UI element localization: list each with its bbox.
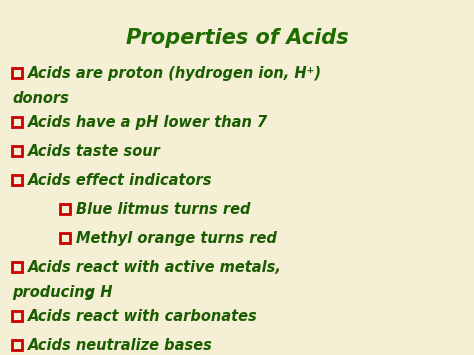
Text: Methyl orange turns red: Methyl orange turns red xyxy=(76,231,277,246)
Bar xyxy=(12,262,22,272)
Bar xyxy=(12,68,22,78)
Bar xyxy=(12,117,22,127)
Text: Acids react with active metals,: Acids react with active metals, xyxy=(28,260,282,275)
Bar xyxy=(12,340,22,350)
Text: Blue litmus turns red: Blue litmus turns red xyxy=(76,202,250,217)
Text: Properties of Acids: Properties of Acids xyxy=(126,28,348,48)
Text: producing H: producing H xyxy=(12,285,112,300)
Text: Acids are proton (hydrogen ion, H⁺): Acids are proton (hydrogen ion, H⁺) xyxy=(28,66,322,81)
Bar xyxy=(12,311,22,321)
Bar xyxy=(12,146,22,156)
Bar xyxy=(12,175,22,185)
Text: Acids react with carbonates: Acids react with carbonates xyxy=(28,309,258,324)
Text: Acids have a pH lower than 7: Acids have a pH lower than 7 xyxy=(28,115,268,130)
Text: Acids taste sour: Acids taste sour xyxy=(28,144,161,159)
Text: donors: donors xyxy=(12,91,69,106)
Text: 2: 2 xyxy=(87,290,94,300)
Bar xyxy=(60,204,70,214)
Text: Acids neutralize bases: Acids neutralize bases xyxy=(28,338,213,353)
Text: Acids effect indicators: Acids effect indicators xyxy=(28,173,212,188)
Bar xyxy=(60,233,70,243)
